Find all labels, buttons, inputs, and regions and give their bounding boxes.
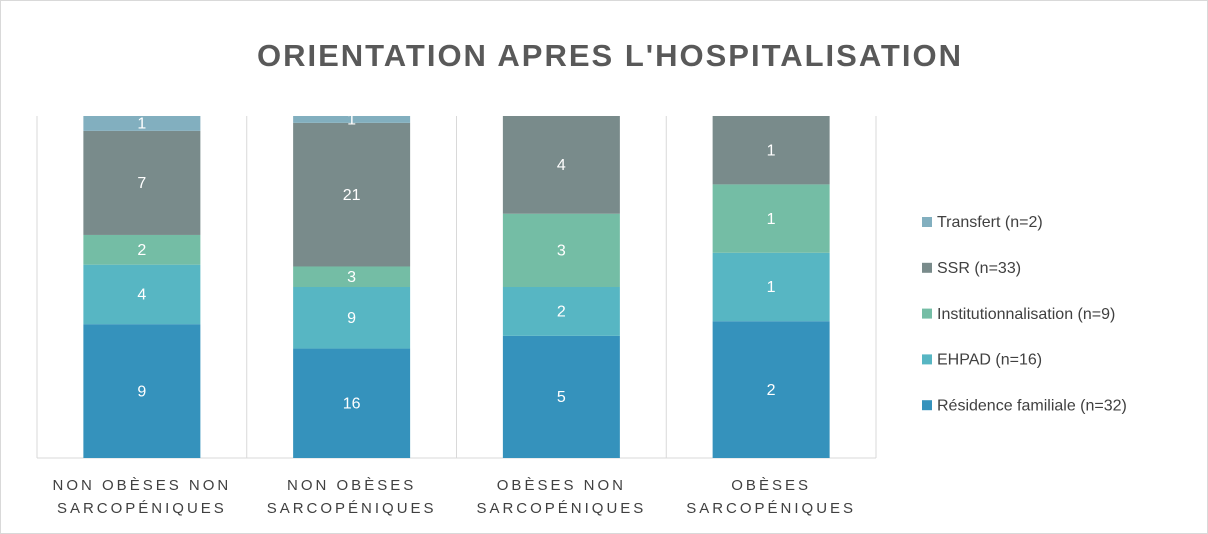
data-label: 4 <box>137 287 146 304</box>
data-label: 2 <box>137 242 146 259</box>
legend-swatch <box>922 308 932 319</box>
data-label: 3 <box>557 243 566 260</box>
bar-segment <box>712 184 830 253</box>
bar-segment <box>502 335 620 458</box>
bar-segment <box>83 264 201 325</box>
data-label: 9 <box>137 383 146 400</box>
bar-segment <box>502 116 620 214</box>
x-tick-label: NON OBÈSES SARCOPÉNIQUES <box>266 477 437 517</box>
bar-segment <box>83 234 201 265</box>
data-label: 4 <box>557 157 566 174</box>
bar-segment <box>83 324 201 458</box>
bar-segment <box>293 122 411 267</box>
bar-segment <box>83 116 201 131</box>
data-label: 2 <box>767 382 776 399</box>
legend-label: Résidence familiale (n=32) <box>937 397 1127 414</box>
bar-segment <box>83 130 201 235</box>
data-label: 9 <box>347 310 356 327</box>
x-tick-label: NON OBÈSES NON SARCOPÉNIQUES <box>52 477 232 517</box>
bar-segment <box>502 287 620 336</box>
x-tick-label: OBÈSES SARCOPÉNIQUES <box>686 477 857 517</box>
legend-label: EHPAD (n=16) <box>937 352 1042 369</box>
bar-segment <box>293 287 411 349</box>
bar-segment <box>712 252 830 322</box>
x-tick-label: OBÈSES NON SARCOPÉNIQUES <box>476 477 647 517</box>
legend-swatch <box>922 262 932 273</box>
bar-segment <box>502 213 620 287</box>
data-label: 16 <box>343 395 361 412</box>
data-label: 1 <box>137 116 146 133</box>
bar-segment <box>712 116 830 185</box>
legend-label: SSR (n=33) <box>937 260 1021 277</box>
data-label: 1 <box>347 112 356 129</box>
data-label: 1 <box>767 279 776 296</box>
data-label: 3 <box>347 269 356 286</box>
chart-title: ORIENTATION APRES L'HOSPITALISATION <box>257 38 963 73</box>
legend-swatch <box>922 354 932 365</box>
data-label: 21 <box>343 187 361 204</box>
legend-label: Transfert (n=2) <box>937 214 1043 231</box>
legend-swatch <box>922 400 932 411</box>
data-label: 2 <box>557 304 566 321</box>
legend-swatch <box>922 217 932 227</box>
data-label: 1 <box>767 211 776 228</box>
data-label: 5 <box>557 389 566 406</box>
bar-segment <box>293 266 411 287</box>
data-label: 1 <box>767 142 776 159</box>
data-label: 7 <box>137 175 146 192</box>
legend-label: Institutionnalisation (n=9) <box>937 306 1115 323</box>
bar-segment <box>293 116 411 123</box>
bar-segment <box>293 348 411 458</box>
bar-segment <box>712 321 830 458</box>
